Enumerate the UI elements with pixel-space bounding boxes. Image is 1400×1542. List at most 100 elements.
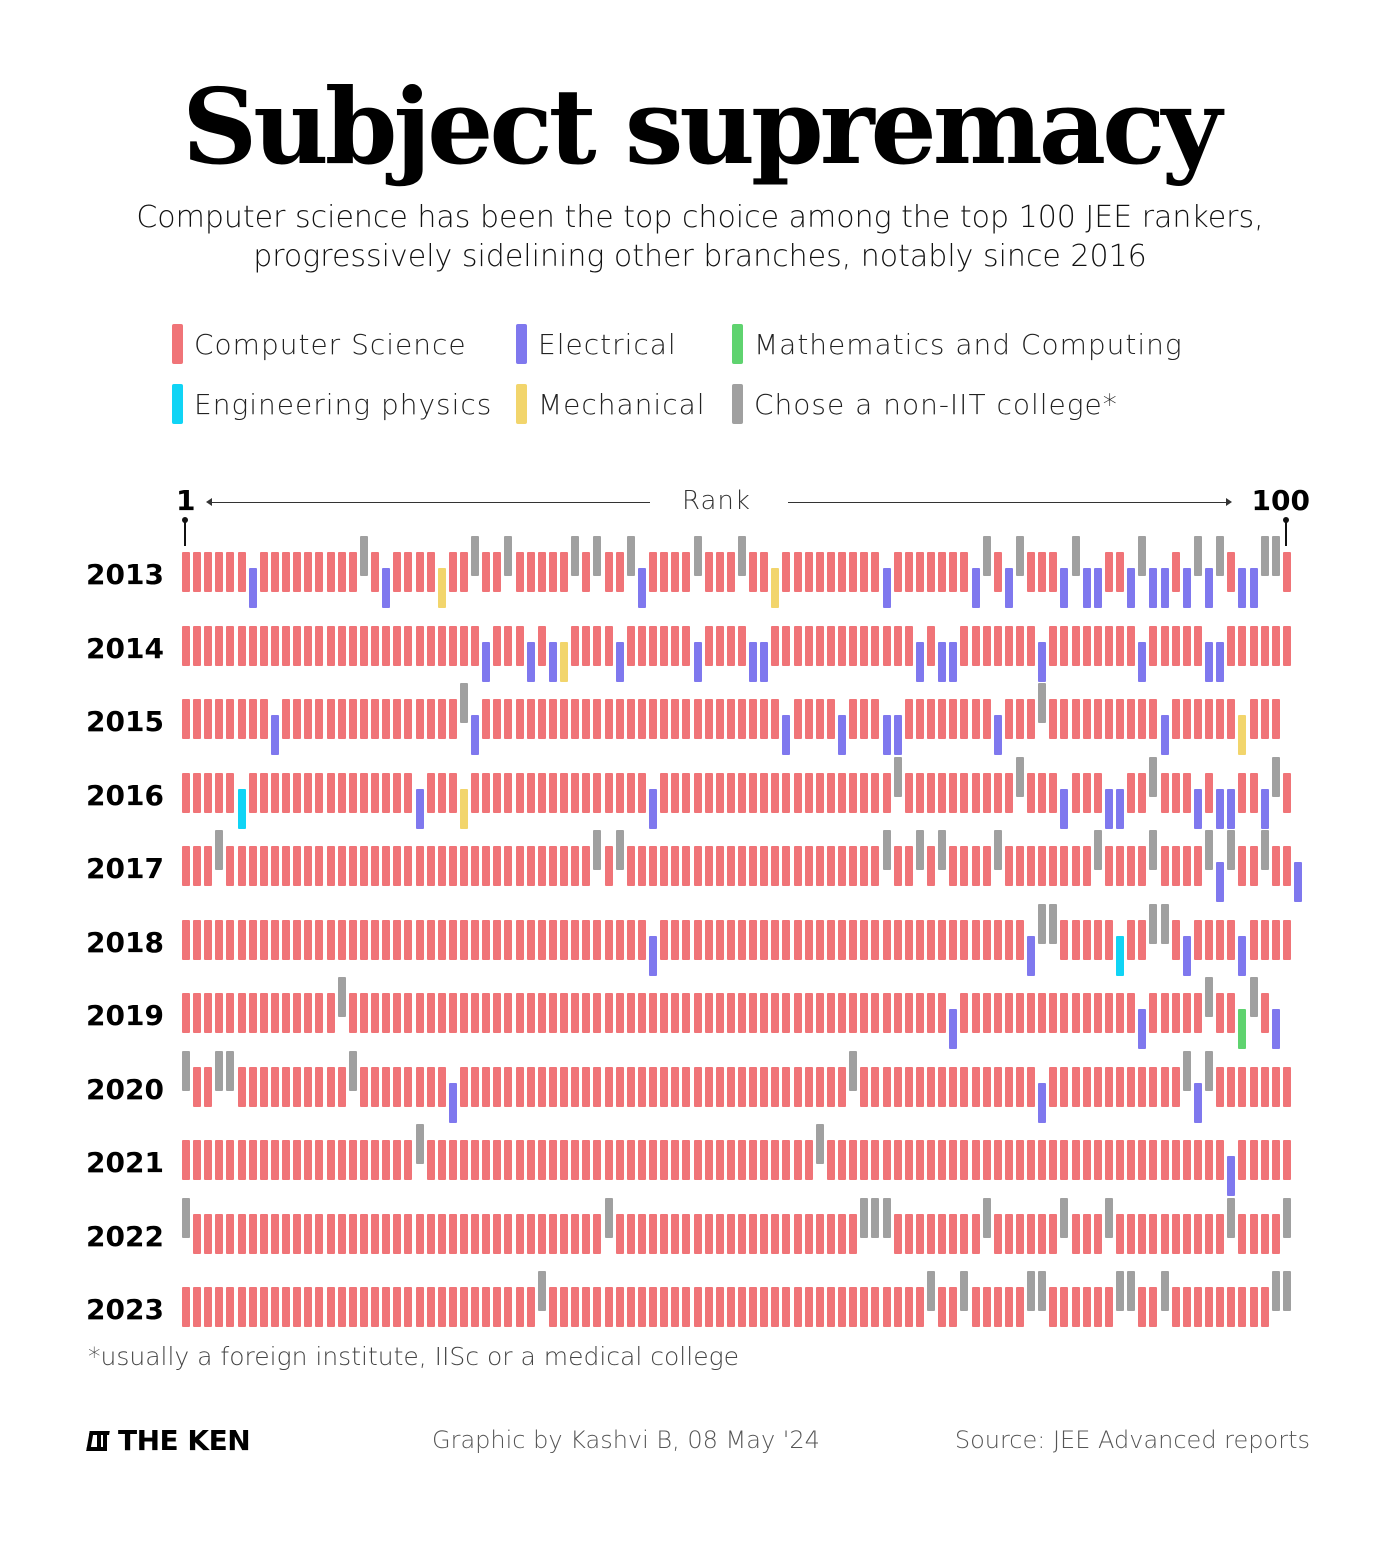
bar-rank-36-non-iit [571,536,580,576]
bar-rank-45-computer-science [671,772,680,813]
bar-rank-52-electrical [749,641,758,682]
bar-rank-101-electrical [1294,862,1302,902]
bar-rank-12-computer-science [304,1066,313,1107]
bar-rank-22-computer-science [415,846,424,886]
bar-rank-95-computer-science [1227,625,1236,666]
bar-rank-12-computer-science [304,625,313,666]
bar-rank-99-computer-science [1271,919,1280,960]
bar-rank-44-computer-science [660,699,669,739]
bar-rank-47-computer-science [693,919,702,960]
bar-rank-42-computer-science [637,625,646,666]
subtitle-line-2: progressively sidelining other branches,… [253,239,1147,274]
bar-rank-52-computer-science [749,846,758,886]
bar-rank-3-computer-science [204,772,213,813]
bar-rank-55-computer-science [782,993,791,1033]
bar-rank-72-computer-science [971,1287,980,1327]
bar-rank-80-computer-science [1060,1140,1069,1180]
bar-rank-18-computer-science [371,699,380,739]
bar-rank-34-computer-science [548,846,557,886]
bar-rank-67-computer-science [915,772,924,813]
bar-rank-86-computer-science [1127,919,1136,960]
bar-rank-51-computer-science [738,699,746,739]
bar-rank-58-computer-science [815,772,824,813]
bar-rank-22-computer-science [415,552,424,592]
bar-rank-44-computer-science [660,1213,669,1254]
bar-rank-78-non-iit [1038,683,1047,723]
bar-rank-77-computer-science [1027,625,1036,666]
bar-rank-93-computer-science [1205,1140,1214,1180]
bar-rank-91-electrical [1182,935,1191,976]
bar-rank-50-computer-science [726,1066,735,1107]
bar-rank-59-computer-science [826,919,835,960]
bar-rank-88-computer-science [1149,1213,1158,1254]
bar-rank-24-computer-science [437,772,446,813]
bar-rank-96-mathematics-computing [1238,1009,1247,1049]
bar-rank-44-computer-science [660,552,669,592]
bar-rank-45-computer-science [671,846,680,886]
bar-rank-19-computer-science [382,1140,391,1180]
bar-rank-78-computer-science [1038,1140,1047,1180]
bar-rank-86-computer-science [1127,1066,1136,1107]
bar-rank-15-computer-science [337,552,346,592]
bar-rank-54-computer-science [771,625,780,666]
bar-rank-38-computer-science [593,699,602,739]
bar-rank-75-computer-science [1004,1287,1013,1327]
bar-rank-5-computer-science [226,625,235,666]
bar-rank-85-computer-science [1116,993,1125,1033]
bar-rank-37-computer-science [582,846,591,886]
bar-rank-77-non-iit [1027,1271,1036,1311]
bar-rank-39-computer-science [604,625,613,666]
bar-rank-5-computer-science [226,993,235,1033]
bar-rank-59-computer-science [826,993,835,1033]
bar-rank-28-electrical [482,641,491,682]
bar-rank-74-computer-science [993,625,1002,666]
bar-rank-26-computer-science [460,1140,468,1180]
bar-rank-5-non-iit [226,1050,235,1091]
bar-rank-34-computer-science [548,1287,557,1327]
bar-rank-23-computer-science [426,1213,435,1254]
bar-rank-98-computer-science [1260,1213,1269,1254]
bar-rank-39-computer-science [604,772,613,813]
bar-rank-27-computer-science [471,1213,480,1254]
bar-rank-23-computer-science [426,1066,435,1107]
bar-rank-38-computer-science [593,1066,602,1107]
bar-rank-62-computer-science [860,993,869,1033]
bar-rank-23-computer-science [426,772,435,813]
bar-rank-2-computer-science [193,699,202,739]
bar-rank-59-computer-science [826,552,835,592]
bar-rank-67-electrical [915,641,924,682]
bar-rank-35-computer-science [560,699,569,739]
bar-rank-74-computer-science [993,993,1002,1033]
year-row-2020: 2020 [0,1050,1400,1129]
bar-rank-34-electrical [548,641,557,682]
bar-rank-32-computer-science [526,1287,535,1327]
bar-rank-42-computer-science [637,919,646,960]
bar-rank-51-computer-science [738,1213,746,1254]
bar-rank-17-non-iit [359,536,368,576]
bar-rank-4-non-iit [215,1050,224,1091]
bar-rank-34-computer-science [548,699,557,739]
bar-rank-31-computer-science [515,1287,524,1327]
bar-rank-68-computer-science [927,1140,936,1180]
bar-rank-12-computer-science [304,552,313,592]
bar-rank-87-non-iit [1138,536,1147,576]
bar-rank-11-computer-science [293,699,302,739]
bar-rank-3-computer-science [204,846,213,886]
bar-rank-6-computer-science [237,625,246,666]
bar-rank-38-computer-science [593,772,602,813]
bar-rank-53-electrical [760,641,769,682]
bar-rank-49-computer-science [715,993,724,1033]
bar-rank-10-computer-science [282,772,291,813]
bar-rank-12-computer-science [304,1287,313,1327]
bar-rank-57-computer-science [804,552,813,592]
bar-rank-53-computer-science [760,993,769,1033]
bar-rank-13-computer-science [315,1140,324,1180]
bar-rank-67-computer-science [915,919,924,960]
bar-rank-30-computer-science [504,1066,513,1107]
bar-rank-11-computer-science [293,625,302,666]
bar-rank-25-computer-science [448,552,457,592]
bar-rank-79-computer-science [1049,846,1058,886]
bar-rank-7-computer-science [248,993,257,1033]
bar-rank-40-computer-science [615,919,624,960]
bar-rank-77-computer-science [1027,846,1036,886]
